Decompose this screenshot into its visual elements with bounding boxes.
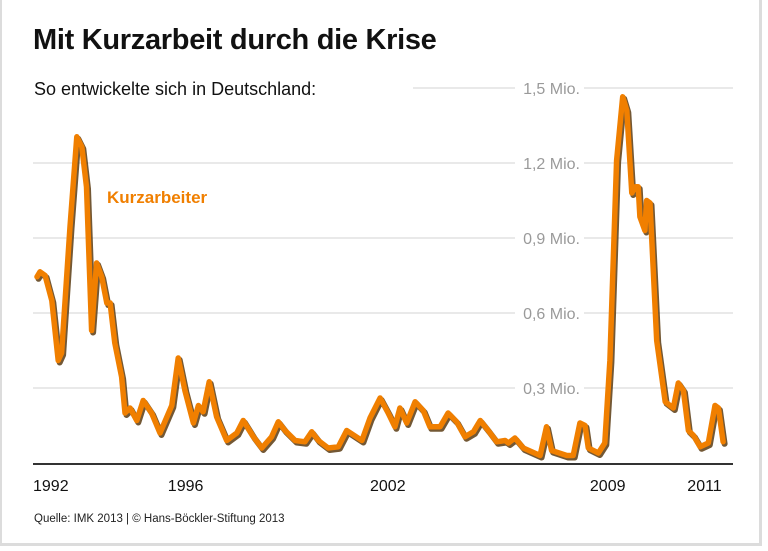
y-axis-ticks: 0,3 Mio. 0,6 Mio. 0,9 Mio. 1,2 Mio. 1,5 Mio.: [523, 81, 580, 398]
y-tick-label: 0,6 Mio.: [523, 306, 580, 323]
chart-title: Mit Kurzarbeit durch die Krise: [33, 24, 437, 56]
series-label-kurzarbeiter: Kurzarbeiter: [107, 188, 208, 207]
y-tick-label: 1,2 Mio.: [523, 156, 580, 173]
data-points: [36, 96, 724, 456]
x-axis-ticks: 1992 1996 2002 2009 2011: [33, 478, 722, 495]
chart-subtitle: So entwickelte sich in Deutschland:: [34, 79, 317, 99]
x-tick-label: 2011: [687, 478, 722, 495]
x-tick-label: 2009: [590, 478, 626, 495]
x-tick-label: 1992: [33, 478, 69, 495]
y-tick-label: 0,3 Mio.: [523, 381, 580, 398]
y-tick-label: 1,5 Mio.: [523, 81, 580, 98]
x-tick-label: 2002: [370, 478, 406, 495]
gridlines: [33, 87, 733, 389]
y-tick-label: 0,9 Mio.: [523, 231, 580, 248]
x-tick-label: 1996: [168, 478, 204, 495]
source-footer: Quelle: IMK 2013 | © Hans-Böckler-Stiftu…: [34, 513, 285, 525]
series-line-kurzarbeiter: [34, 94, 726, 459]
